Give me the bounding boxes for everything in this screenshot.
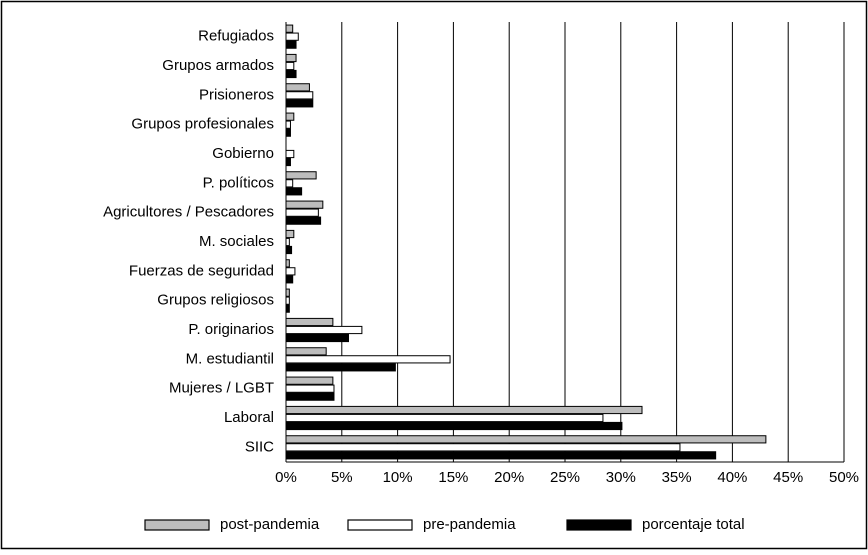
bar [285, 69, 297, 79]
y-tick-label: Grupos profesionales [131, 116, 274, 133]
bar [285, 171, 317, 180]
bar [285, 376, 334, 385]
x-tick-label: 40% [717, 469, 747, 486]
bar [285, 451, 717, 460]
x-tick-label: 30% [606, 469, 636, 486]
y-tick-label: Laboral [224, 409, 274, 426]
bar [285, 259, 290, 268]
bar [285, 24, 294, 33]
bar [285, 288, 290, 297]
x-tick-label: 15% [438, 469, 468, 486]
bar [285, 245, 293, 255]
y-tick-label: Prisioneros [199, 86, 274, 103]
x-tick-label: 0% [275, 469, 297, 486]
bar [285, 112, 295, 121]
bar [285, 208, 319, 217]
bar [285, 413, 604, 423]
y-tick-label: Gobierno [212, 145, 274, 162]
y-tick-label: Fuerzas de seguridad [129, 262, 274, 279]
bar [285, 347, 327, 356]
legend-label: post-pandemia [220, 516, 320, 533]
y-tick-label: Refugiados [198, 28, 274, 45]
bar [285, 392, 335, 401]
y-tick-label: M. estudiantil [186, 350, 274, 367]
bar [285, 384, 335, 393]
bar [285, 267, 296, 276]
bar [285, 179, 294, 188]
bar [285, 83, 310, 92]
bar [285, 40, 297, 49]
y-tick-label: SIIC [245, 438, 274, 455]
bar [285, 325, 363, 335]
bar [285, 91, 314, 100]
bar [285, 149, 295, 159]
bar [285, 421, 623, 431]
y-tick-label: Grupos religiosos [157, 292, 274, 309]
x-tick-label: 45% [773, 469, 803, 486]
legend-label: porcentaje total [642, 516, 745, 533]
bar [285, 275, 294, 284]
bar [285, 200, 324, 209]
bar [285, 296, 290, 305]
y-tick-label: P. políticos [203, 174, 274, 191]
y-tick-label: P. originarios [188, 321, 274, 338]
bar [285, 405, 643, 415]
legend-label: pre-pandemia [423, 516, 516, 533]
x-tick-label: 50% [829, 469, 859, 486]
bar [285, 304, 290, 313]
bar [285, 229, 295, 239]
x-tick-label: 5% [331, 469, 353, 486]
legend-swatch [144, 519, 210, 531]
bar [285, 435, 767, 444]
bar [285, 363, 396, 372]
bar [285, 120, 291, 129]
y-tick-label: Agricultores / Pescadores [103, 204, 274, 221]
bar [285, 32, 299, 41]
bar [285, 128, 291, 137]
x-tick-label: 10% [383, 469, 413, 486]
bar [285, 237, 290, 247]
bar [285, 355, 451, 364]
legend-swatch [566, 519, 632, 531]
x-tick-label: 20% [494, 469, 524, 486]
y-tick-label: Mujeres / LGBT [169, 380, 274, 397]
x-tick-label: 25% [550, 469, 580, 486]
y-tick-label: M. sociales [199, 233, 274, 250]
y-tick-label: Grupos armados [162, 57, 274, 74]
bar [285, 99, 314, 108]
x-tick-label: 35% [662, 469, 692, 486]
bar [285, 53, 297, 63]
bar [285, 216, 322, 225]
bar [285, 61, 295, 71]
bar [285, 443, 681, 452]
bar [285, 317, 334, 327]
legend-swatch [347, 519, 413, 531]
bar [285, 333, 349, 343]
bar [285, 187, 303, 196]
bar [285, 157, 291, 167]
